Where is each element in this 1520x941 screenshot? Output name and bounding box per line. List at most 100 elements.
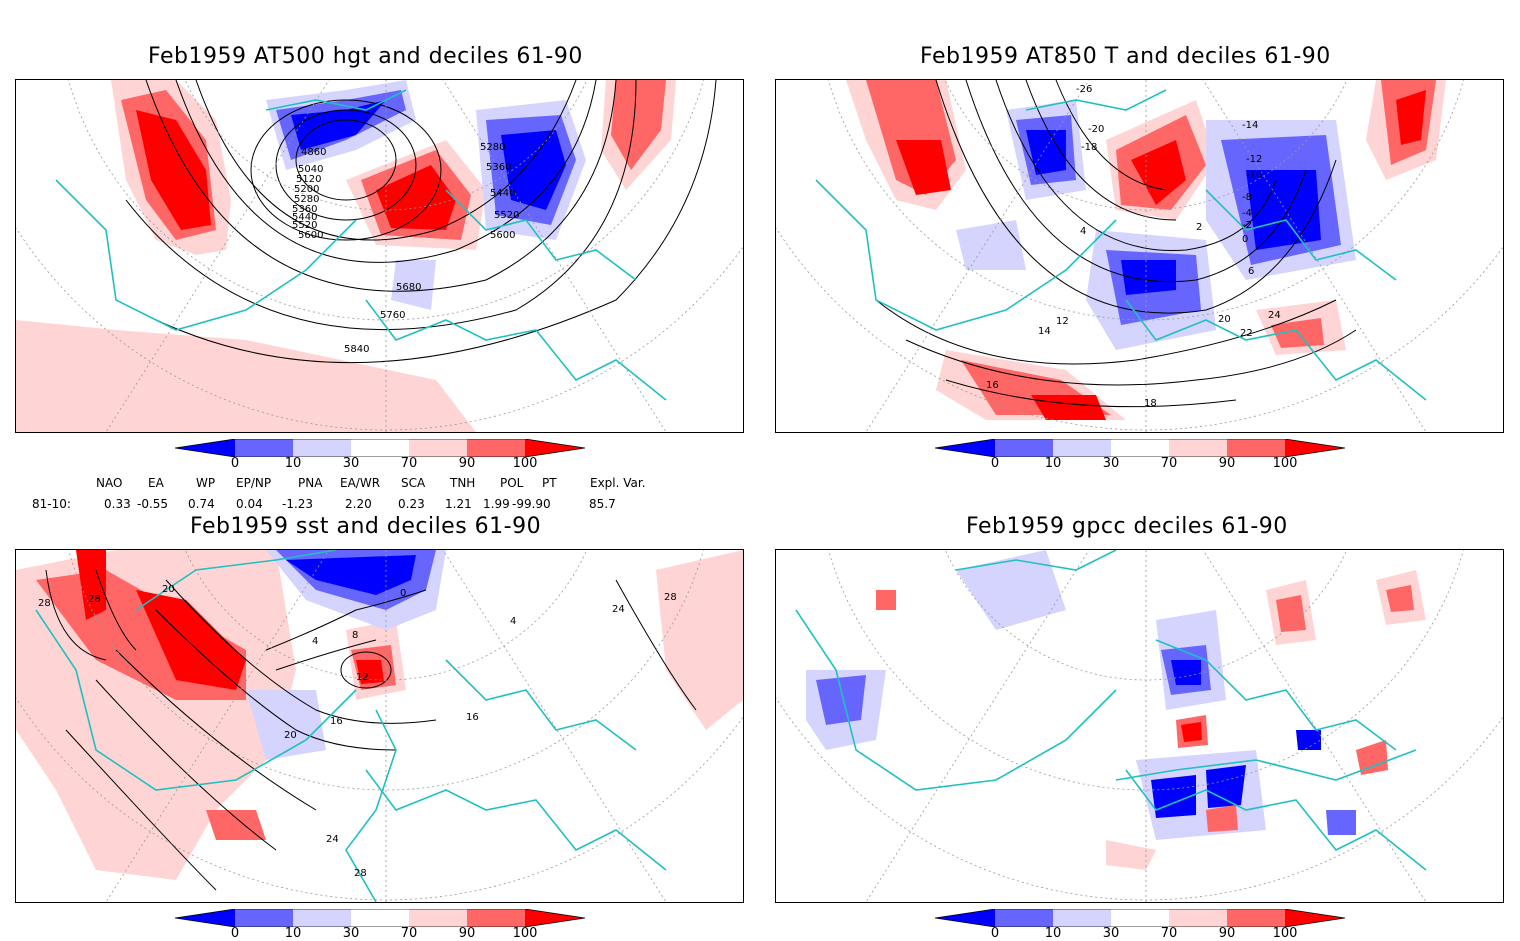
- cbar-seg-6: [1285, 909, 1345, 927]
- contour-label: -12: [1246, 154, 1262, 165]
- cbar-label: 100: [1272, 926, 1298, 941]
- contour-label: -8: [1242, 192, 1252, 203]
- contour-label: -4: [1242, 208, 1252, 219]
- contour-label: 12: [356, 672, 369, 683]
- contour-label: 28: [88, 594, 101, 605]
- index-value: 1.21: [445, 497, 472, 511]
- cbar-label: 100: [512, 926, 538, 941]
- index-value: 2.20: [345, 497, 372, 511]
- cbar-seg-4: [409, 909, 467, 927]
- contour-label: 5520: [292, 220, 317, 231]
- contour-label: 4: [1080, 226, 1086, 237]
- cbar-label: 70: [400, 456, 418, 471]
- contour-label: 5760: [380, 310, 405, 321]
- cbar-label: 90: [1218, 926, 1236, 941]
- contour-label: -2: [1242, 220, 1252, 231]
- contour-label: 18: [1144, 398, 1157, 409]
- index-value: -0.55: [137, 497, 169, 511]
- map-sst: 28 28 20 24 28 0 4 8 12 16 16 20 24 28 4: [15, 549, 744, 903]
- cbar-seg-2: [1053, 909, 1111, 927]
- cbar-seg-1: [995, 909, 1053, 927]
- map-t850: -26 -20 -18 -14 -12 -10 -8 -4 -2 0 2 4 6…: [775, 79, 1504, 433]
- cbar-label: 30: [342, 926, 360, 941]
- cbar-label: 0: [230, 456, 240, 471]
- index-value: 0.74: [188, 497, 215, 511]
- index-header: EP/NP: [236, 476, 272, 490]
- contour-label: 5040: [298, 164, 323, 175]
- cbar-seg-6: [525, 439, 585, 457]
- cbar-label: 90: [458, 456, 476, 471]
- contour-label: 4: [312, 636, 318, 647]
- contour-label: 5200: [294, 184, 319, 195]
- contour-label: -10: [1246, 170, 1262, 181]
- index-header: PT: [542, 476, 557, 490]
- panel-title-gpcc: Feb1959 gpcc deciles 61-90: [966, 514, 1288, 539]
- cbar-label: 30: [1102, 456, 1120, 471]
- map-gpcc: [775, 549, 1504, 903]
- contour-label: -18: [1081, 142, 1097, 153]
- cbar-seg-2: [293, 439, 351, 457]
- index-header: WP: [196, 476, 216, 490]
- contour-label: 5600: [490, 230, 515, 241]
- cbar-label: 70: [1160, 456, 1178, 471]
- cbar-seg-3: [351, 909, 409, 927]
- contour-label: 0: [1242, 234, 1248, 245]
- contour-label: 12: [1056, 316, 1069, 327]
- index-header: TNH: [450, 476, 476, 490]
- contour-label: 16: [986, 380, 999, 391]
- index-value: 1.99: [483, 497, 510, 511]
- contour-label: 5360: [292, 204, 317, 215]
- contour-label: 16: [466, 712, 479, 723]
- index-header: NAO: [96, 476, 123, 490]
- contour-label: 20: [1218, 314, 1231, 325]
- index-header: POL: [500, 476, 524, 490]
- cbar-seg-2: [293, 909, 351, 927]
- contour-label: 5360: [486, 162, 511, 173]
- cbar-seg-3: [1111, 439, 1169, 457]
- panel-title-t850: Feb1959 AT850 T and deciles 61-90: [920, 44, 1331, 69]
- contour-label: 16: [330, 716, 343, 727]
- contour-label: -20: [1088, 124, 1104, 135]
- panel-title-sst: Feb1959 sst and deciles 61-90: [190, 514, 542, 539]
- index-header: PNA: [298, 476, 323, 490]
- cbar-seg-1: [995, 439, 1053, 457]
- colorbar-gpcc: 0 10 30 70 90 100: [934, 908, 1346, 941]
- cbar-seg-3: [351, 439, 409, 457]
- contour-label: 24: [1268, 310, 1281, 321]
- cbar-label: 90: [458, 926, 476, 941]
- cbar-label: 0: [230, 926, 240, 941]
- index-row-label: 81-10:: [32, 497, 71, 511]
- contour-label: 22: [1240, 328, 1253, 339]
- cbar-seg-6: [525, 909, 585, 927]
- cbar-label: 90: [1218, 456, 1236, 471]
- cbar-label: 30: [1102, 926, 1120, 941]
- contour-label: 5440: [490, 188, 515, 199]
- cbar-label: 70: [1160, 926, 1178, 941]
- contour-label: 8: [352, 630, 358, 641]
- contour-label: 2: [1196, 222, 1202, 233]
- colorbar-hgt: 0 10 30 70 90 100: [174, 438, 586, 473]
- cbar-label: 30: [342, 456, 360, 471]
- cbar-seg-0: [935, 909, 995, 927]
- cbar-seg-0: [175, 439, 235, 457]
- colorbar-t850: 0 10 30 70 90 100: [934, 438, 1346, 473]
- cbar-seg-5: [1227, 909, 1285, 927]
- colorbar-sst: 0 10 30 70 90 100: [174, 908, 586, 941]
- cbar-label: 70: [400, 926, 418, 941]
- cbar-label: 100: [512, 456, 538, 471]
- index-value: 0.23: [398, 497, 425, 511]
- contour-label: 14: [1038, 326, 1051, 337]
- cbar-seg-6: [1285, 439, 1345, 457]
- cbar-seg-4: [409, 439, 467, 457]
- index-value: -99.90: [512, 497, 551, 511]
- contour-label: 5600: [298, 230, 323, 241]
- cbar-seg-1: [235, 439, 293, 457]
- contour-label: -14: [1242, 120, 1258, 131]
- cbar-label: 10: [284, 456, 302, 471]
- contour-label: 0: [400, 588, 406, 599]
- contour-label: 5120: [296, 174, 321, 185]
- contour-label: 5520: [494, 210, 519, 221]
- index-value: 0.33: [104, 497, 131, 511]
- cbar-seg-1: [235, 909, 293, 927]
- cbar-seg-2: [1053, 439, 1111, 457]
